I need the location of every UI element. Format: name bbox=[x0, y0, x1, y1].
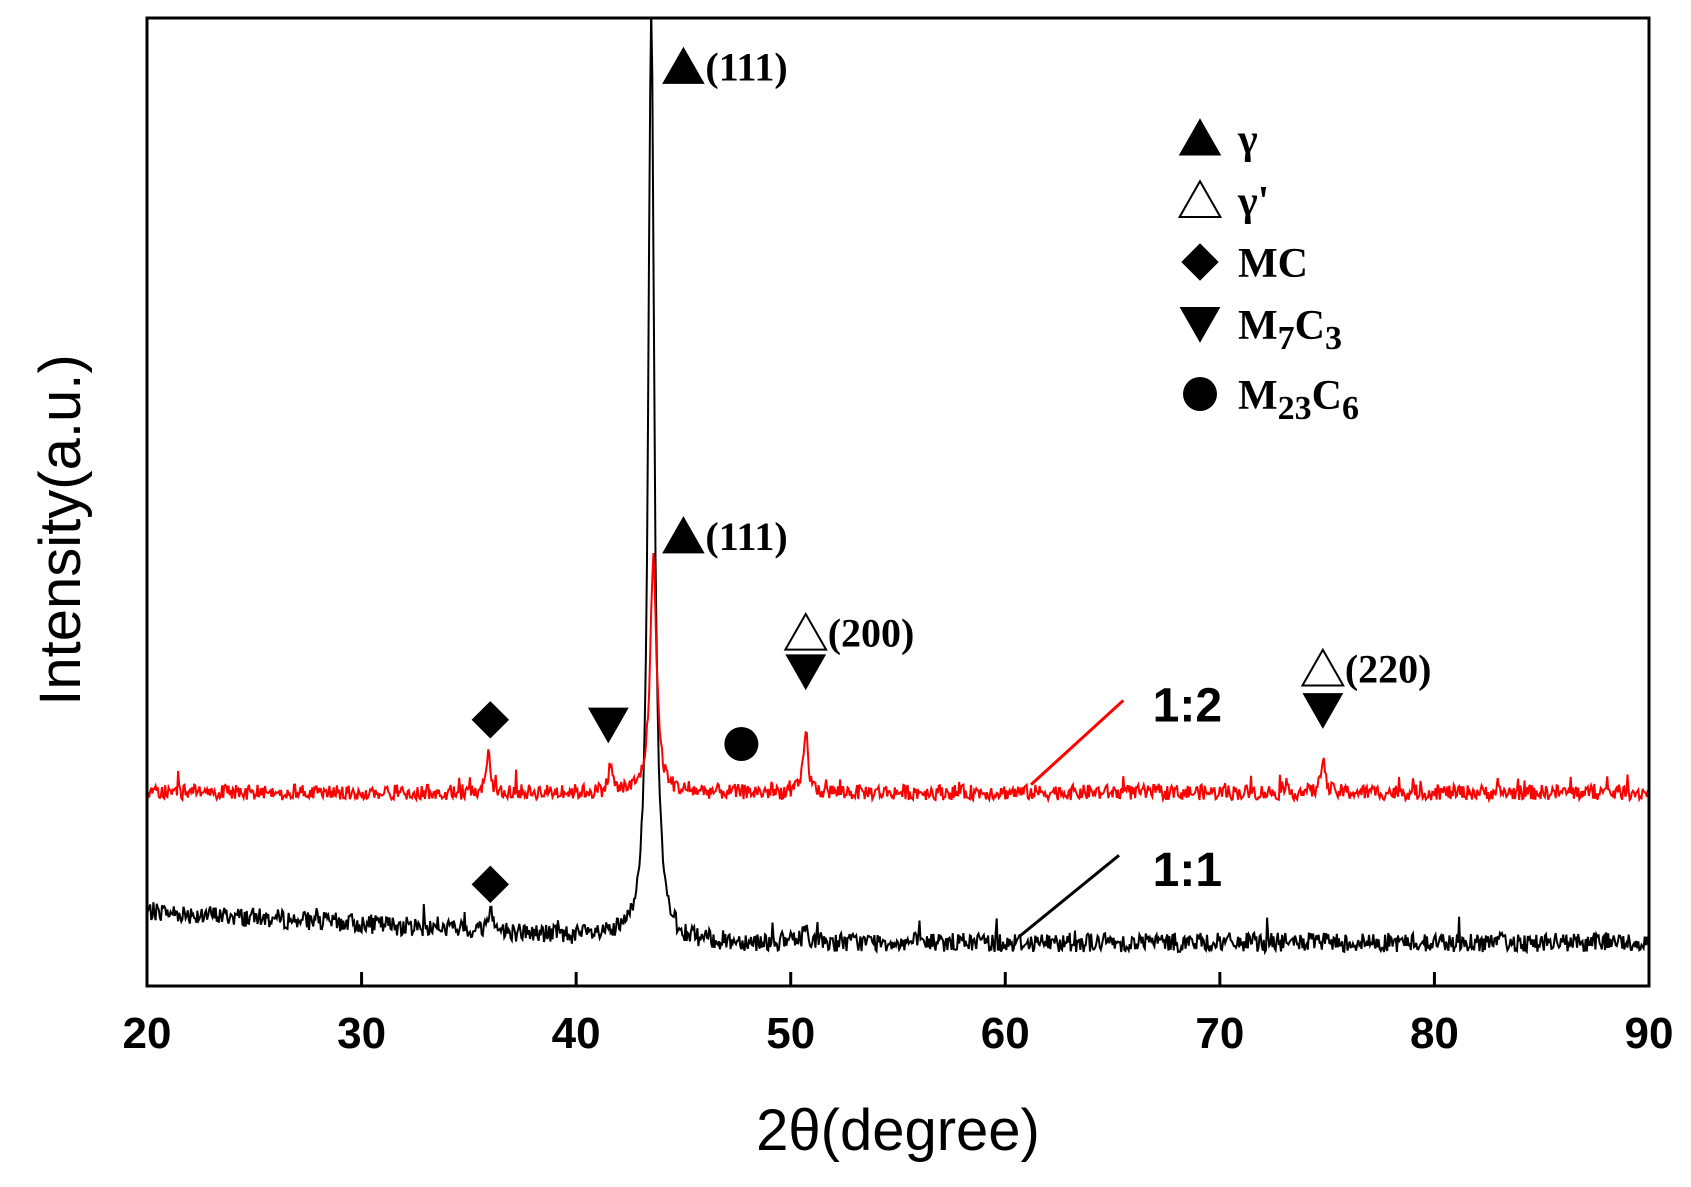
legend-open-triangle-up-icon bbox=[1177, 179, 1223, 218]
series-leader-line bbox=[1030, 699, 1125, 786]
series-label: 1:1 bbox=[1153, 844, 1222, 897]
x-tick-label: 20 bbox=[123, 1009, 172, 1058]
x-axis-title: 2θ(degree) bbox=[756, 1098, 1040, 1163]
peak-label: (111) bbox=[705, 514, 787, 559]
peak-label: (111) bbox=[705, 44, 787, 89]
x-tick-label: 30 bbox=[337, 1009, 386, 1058]
series-leader-line bbox=[1019, 854, 1120, 937]
filled-triangle-down-marker bbox=[785, 654, 827, 691]
y-axis-title: Intensity(a.u.) bbox=[28, 354, 93, 705]
open-triangle-up-marker bbox=[1300, 647, 1345, 687]
legend: γ γ' MC M7C3 M23C6 bbox=[1177, 117, 1359, 427]
x-tick-label: 60 bbox=[981, 1009, 1030, 1058]
filled-diamond-marker bbox=[471, 701, 510, 739]
filled-triangle-up-marker bbox=[662, 516, 705, 554]
legend-filled-triangle-down-icon bbox=[1179, 307, 1221, 343]
series-line-1-1 bbox=[147, 18, 1649, 956]
filled-diamond-marker bbox=[471, 865, 510, 904]
legend-entry-label: γ bbox=[1237, 117, 1258, 163]
filled-triangle-up-marker bbox=[662, 46, 705, 84]
legend-entry-label: γ' bbox=[1237, 179, 1269, 225]
legend-filled-triangle-up-icon bbox=[1178, 118, 1222, 156]
x-tick-label: 50 bbox=[766, 1009, 815, 1058]
filled-triangle-down-marker bbox=[587, 707, 629, 744]
x-tick-label: 40 bbox=[552, 1009, 601, 1058]
peak-label: (200) bbox=[828, 611, 915, 656]
x-tick-label: 80 bbox=[1410, 1009, 1459, 1058]
peak-label: (220) bbox=[1345, 646, 1432, 691]
filled-circle-marker bbox=[724, 727, 759, 761]
series-label: 1:2 bbox=[1153, 679, 1222, 732]
legend-entry-label: MC bbox=[1238, 241, 1308, 287]
open-triangle-up-marker bbox=[783, 611, 828, 651]
series-line-1-2 bbox=[147, 553, 1649, 804]
filled-triangle-down-marker bbox=[1302, 693, 1344, 729]
legend-entry-label: M23C6 bbox=[1238, 373, 1359, 427]
plot-frame bbox=[145, 16, 1651, 988]
legend-filled-circle-icon bbox=[1183, 377, 1217, 411]
x-tick-label: 70 bbox=[1195, 1009, 1244, 1058]
x-tick-label: 90 bbox=[1625, 1009, 1674, 1058]
legend-filled-diamond-icon bbox=[1181, 243, 1219, 281]
legend-entry-label: M7C3 bbox=[1238, 303, 1342, 357]
